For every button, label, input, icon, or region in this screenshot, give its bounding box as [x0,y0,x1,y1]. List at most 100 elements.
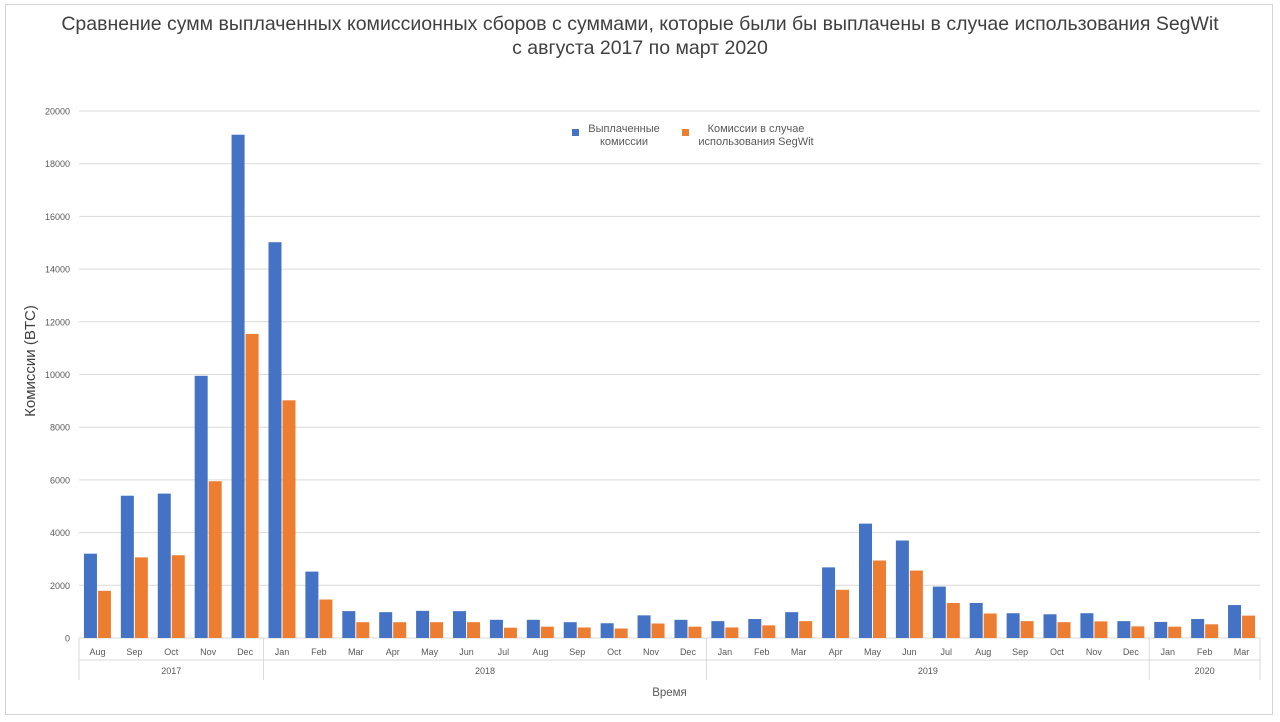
chart-title-line-2: с августа 2017 по март 2020 [512,37,768,59]
bar-paid [120,495,134,638]
x-tick-label: Feb [754,647,770,657]
bar-segwit [97,590,111,638]
x-tick-label: Apr [386,647,400,657]
bar-segwit [430,622,444,638]
x-tick-label: Dec [1123,647,1140,657]
bar-segwit [983,613,997,638]
bar-paid [1117,621,1131,638]
y-tick-label: 4000 [50,528,70,538]
bar-segwit [171,555,185,638]
x-tick-label: Mar [348,647,364,657]
x-tick-label: Mar [791,647,807,657]
y-tick-label: 0 [65,634,70,644]
year-label: 2020 [1195,666,1215,676]
y-axis-title: Комиссии (BTC) [22,305,39,417]
x-tick-label: Oct [607,647,622,657]
bar-segwit [208,481,222,638]
bar-segwit [1020,621,1034,638]
chart-title-line-1: Сравнение сумм выплаченных комиссионных … [61,13,1219,35]
bar-segwit [1242,615,1256,638]
bar-paid [1154,621,1168,638]
x-tick-label: Jun [902,647,917,657]
bar-paid [1080,613,1094,638]
x-tick-label: Jan [718,647,733,657]
bar-segwit [762,625,776,638]
x-tick-label: Feb [311,647,327,657]
y-tick-label: 18000 [45,159,70,169]
bar-segwit [134,557,148,638]
y-tick-label: 20000 [45,107,70,117]
x-tick-label: May [421,647,439,657]
bar-segwit [1057,622,1071,638]
bar-paid [379,612,393,638]
bar-paid [1006,613,1020,638]
y-tick-label: 16000 [45,212,70,222]
bar-segwit [1131,626,1145,638]
bar-segwit [872,560,886,638]
x-tick-label: Jan [275,647,290,657]
bar-segwit [688,626,702,638]
bar-segwit [614,628,628,638]
bar-paid [969,602,983,638]
x-tick-label: Sep [569,647,585,657]
bar-paid [674,619,688,638]
bar-segwit [725,627,739,638]
x-tick-label: Sep [126,647,142,657]
x-tick-label: Aug [89,647,105,657]
legend-label-segwit: Комиссии в случае использования SegWit [698,123,814,148]
x-tick-label: Oct [1050,647,1065,657]
bar-paid [453,611,467,638]
bar-paid [342,611,356,638]
bar-segwit [1168,626,1182,638]
bar-paid [268,242,282,638]
x-tick-label: Aug [532,647,548,657]
x-tick-label: Nov [1086,647,1103,657]
bar-segwit [836,589,850,638]
y-tick-label: 10000 [45,370,70,380]
bar-paid [1043,614,1057,638]
year-label: 2018 [475,666,495,676]
bar-paid [748,619,762,638]
y-tick-label: 12000 [45,317,70,327]
bar-paid [416,610,430,638]
x-tick-label: Apr [829,647,843,657]
x-axis-title: Время [652,687,687,699]
bar-segwit [393,622,407,638]
y-tick-label: 2000 [50,581,70,591]
x-tick-label: Dec [680,647,697,657]
x-tick-label: Oct [164,647,179,657]
bar-paid [231,134,245,638]
x-tick-label: Aug [975,647,991,657]
y-tick-label: 14000 [45,265,70,275]
x-tick-label: May [864,647,882,657]
chart-title: Сравнение сумм выплаченных комиссионных … [0,12,1280,60]
bar-paid [563,622,577,638]
x-tick-label: Jul [498,647,510,657]
bar-segwit [651,623,665,638]
x-tick-label: Jan [1160,647,1175,657]
bar-paid [83,553,97,638]
x-tick-label: Jun [459,647,474,657]
chart-frame [5,4,1273,715]
bar-segwit [540,626,554,638]
y-tick-label: 6000 [50,475,70,485]
x-tick-label: Mar [1234,647,1250,657]
bar-paid [785,612,799,638]
bar-segwit [467,622,481,638]
bar-segwit [1205,624,1219,638]
x-tick-label: Nov [200,647,217,657]
bar-paid [711,621,725,638]
x-tick-label: Sep [1012,647,1028,657]
year-label: 2017 [161,666,181,676]
year-label: 2019 [918,666,938,676]
legend-swatch-paid [572,129,579,136]
bar-paid [526,619,540,638]
bar-segwit [909,570,923,638]
bar-paid [895,540,909,638]
legend-label-paid: Выплаченные комиссии [588,123,660,148]
x-tick-label: Nov [643,647,660,657]
bar-paid [305,571,319,638]
bar-paid [1228,605,1242,638]
x-tick-label: Feb [1197,647,1213,657]
